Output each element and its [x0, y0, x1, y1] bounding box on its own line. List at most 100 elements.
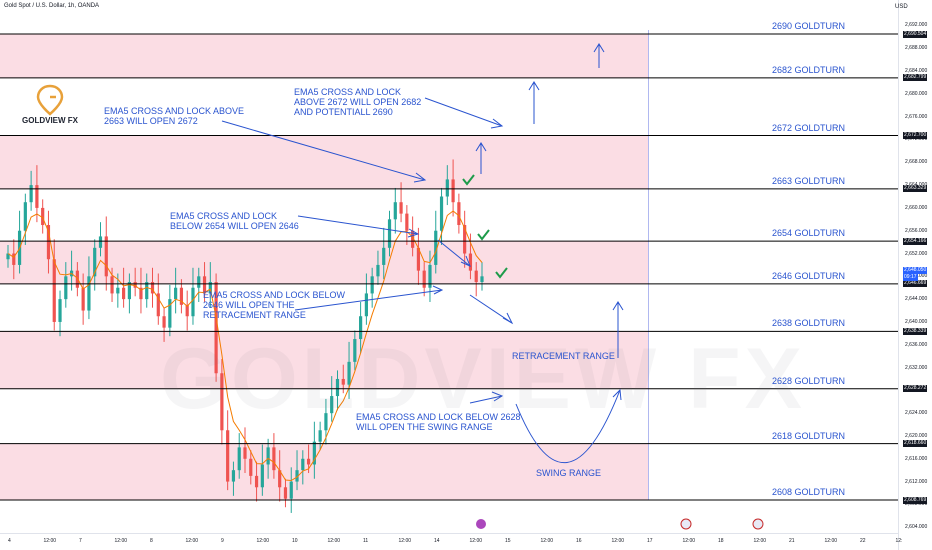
time-tick-label: 16 — [576, 538, 582, 544]
price-tick-label: 2,660.000 — [905, 204, 928, 211]
candle-body — [416, 247, 421, 271]
level-price-label: 2,690.504 — [903, 30, 928, 38]
candle-body — [254, 475, 259, 488]
candle-body — [364, 293, 368, 317]
level-label: 2628 GOLDTURN — [772, 375, 846, 386]
candle-body — [468, 253, 473, 271]
zone-band — [0, 443, 648, 500]
candle-body — [301, 458, 305, 471]
price-tick-label: 2,604.000 — [905, 524, 928, 531]
us-flag-icon[interactable] — [752, 518, 764, 530]
candle-body — [480, 276, 484, 283]
time-tick-label: 12:00 — [185, 538, 199, 544]
candle-body — [231, 470, 236, 482]
candle-body — [197, 276, 201, 288]
candle-body — [370, 276, 374, 294]
arrowhead — [612, 301, 624, 311]
arrow-to-retracement — [469, 294, 513, 324]
level-price-label: 2,663.329 — [903, 185, 928, 193]
check-icon — [462, 174, 475, 186]
annotation-retracement: RETRACEMENT RANGE — [512, 351, 615, 361]
candle-body — [93, 247, 97, 277]
candle-body — [341, 378, 345, 385]
candle-body — [145, 282, 149, 300]
countdown-label: 09:17 — [903, 274, 918, 282]
price-tick-label: 2,640.000 — [905, 318, 928, 325]
level-price-label: 2,628.272 — [903, 385, 928, 393]
candle-body — [174, 287, 178, 300]
time-tick-label: 17 — [647, 538, 653, 544]
candle-body — [278, 470, 282, 488]
annotation-2646: EMA5 CROSS AND LOCK BELOW 2646 WILL OPEN… — [203, 290, 346, 320]
candle-body — [208, 282, 212, 294]
candle-body — [318, 430, 322, 442]
candle-body — [139, 287, 143, 300]
candle-body — [122, 287, 126, 300]
candle-body — [23, 202, 27, 231]
candle-body — [283, 487, 288, 499]
time-tick-label: 12:00 — [327, 538, 341, 544]
currency-label[interactable]: USD — [895, 4, 908, 10]
checks-layer — [462, 174, 508, 279]
price-tick-label: 2,608.000 — [905, 501, 928, 508]
candle-body — [422, 270, 426, 288]
candle-body — [168, 299, 172, 328]
time-tick-label: 12:00 — [469, 538, 483, 544]
candle-body — [185, 304, 189, 317]
price-tick-label: 2,616.000 — [905, 455, 928, 462]
level-price-label: 2,682.799 — [903, 74, 928, 82]
level-price-label: 2,618.660 — [903, 440, 928, 448]
candle-body — [405, 213, 409, 231]
candle-body — [46, 225, 51, 260]
levels-layer — [0, 33, 898, 501]
candle-body — [41, 207, 45, 226]
candle-body — [335, 378, 340, 397]
arrowhead — [460, 255, 471, 267]
candle-body — [104, 236, 108, 277]
arrow-down-2646 — [437, 239, 471, 267]
price-tick-label: 2,644.000 — [905, 296, 928, 303]
candle-body — [29, 185, 33, 203]
candle-body — [150, 282, 155, 294]
level-label: 2672 GOLDTURN — [772, 122, 846, 133]
us-flag-icon[interactable] — [680, 518, 692, 530]
price-tick-label: 2,624.000 — [905, 410, 928, 417]
candle-body — [457, 202, 461, 226]
price-axis-border — [898, 0, 899, 550]
price-tick-label: 2,668.000 — [905, 159, 928, 166]
candle-body — [237, 447, 241, 471]
candle-body — [399, 202, 403, 214]
candle-body — [272, 447, 276, 471]
price-tick-label: 2,692.000 — [905, 22, 928, 29]
arrowhead — [407, 228, 420, 238]
candle-body — [411, 230, 415, 248]
level-label: 2690 GOLDTURN — [772, 21, 846, 31]
price-tick-label: 2,652.000 — [905, 250, 928, 257]
flash-event-icon[interactable] — [476, 519, 486, 529]
candle-body — [353, 339, 357, 362]
candle-body — [156, 293, 160, 317]
candle-body — [266, 447, 270, 465]
candle-body — [58, 299, 62, 322]
candle-body — [393, 202, 397, 220]
level-price-label: 2,646.669 — [903, 280, 928, 288]
time-axis-border — [0, 533, 898, 534]
level-price-label: 2,654.166 — [903, 237, 928, 245]
time-tick-label: 12:00 — [43, 538, 57, 544]
price-tick-label: 2,676.000 — [905, 113, 928, 120]
candle-body — [64, 276, 68, 300]
candle-body — [220, 373, 224, 431]
arrow-below-2646 — [294, 289, 443, 311]
time-tick-label: 7 — [79, 538, 82, 544]
watermark: GOLDVIEW FX — [160, 331, 806, 427]
arrow-to-2672 — [424, 97, 503, 127]
arrowhead — [612, 388, 622, 401]
candle-body — [52, 259, 56, 322]
level-price-label: 2,608.769 — [903, 496, 928, 504]
candle-body — [133, 282, 137, 288]
candle-body — [474, 270, 478, 283]
time-tick-label: 14 — [434, 538, 440, 544]
annotation-2672: EMA5 CROSS AND LOCK ABOVE 2672 WILL OPEN… — [294, 87, 422, 117]
candle-body — [35, 185, 39, 208]
